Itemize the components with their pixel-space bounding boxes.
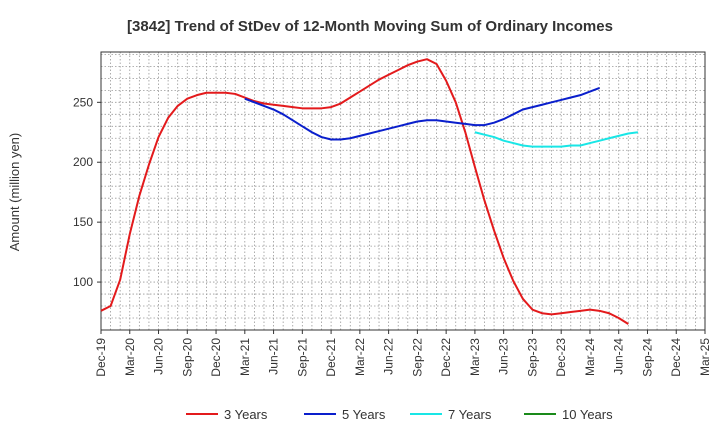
- y-tick-label: 100: [73, 275, 93, 289]
- x-tick-label: Dec-20: [209, 338, 223, 377]
- x-tick-label: Dec-21: [324, 338, 338, 377]
- legend-label: 5 Years: [342, 407, 386, 422]
- grid: [101, 52, 705, 331]
- x-tick-label: Jun-21: [267, 338, 281, 375]
- series-line-2: [244, 87, 600, 141]
- x-tick-label: Jun-22: [382, 338, 396, 375]
- y-tick-label: 250: [73, 95, 93, 109]
- y-axis-label: Amount (million yen): [7, 133, 22, 252]
- x-tick-label: Sep-21: [295, 338, 309, 377]
- x-tick-label: Sep-23: [525, 338, 539, 377]
- y-tick-label: 150: [73, 215, 93, 229]
- legend-label: 3 Years: [224, 407, 268, 422]
- legend: 3 Years 5 Years 7 Years 10 Years: [186, 407, 613, 422]
- series-line-1: [100, 58, 629, 325]
- x-tick-label: Dec-24: [669, 338, 683, 377]
- x-tick-label: Sep-24: [640, 338, 654, 377]
- x-tick-label: Dec-23: [554, 338, 568, 377]
- x-tick-label: Sep-20: [180, 338, 194, 377]
- plot-frame: [100, 51, 706, 331]
- x-tick-label: Jun-23: [497, 338, 511, 375]
- x-axis-ticks: Dec-19 Mar-20 Jun-20 Sep-20 Dec-20 Mar-21 Jun-…: [94, 330, 712, 377]
- legend-label: 10 Years: [562, 407, 613, 422]
- x-tick-label: Mar-20: [123, 338, 137, 376]
- x-tick-label: Dec-22: [439, 338, 453, 377]
- x-tick-label: Mar-23: [468, 338, 482, 376]
- legend-label: 7 Years: [448, 407, 492, 422]
- chart-title: [3842] Trend of StDev of 12-Month Moving…: [127, 18, 613, 35]
- x-tick-label: Mar-24: [583, 338, 597, 376]
- x-tick-label: Mar-22: [353, 338, 367, 376]
- y-axis-ticks: 100 150 200 250: [73, 95, 101, 289]
- y-tick-label: 200: [73, 155, 93, 169]
- series-lines: [100, 58, 639, 325]
- x-tick-label: Dec-19: [94, 338, 108, 377]
- x-tick-label: Mar-21: [238, 338, 252, 376]
- x-tick-label: Jun-24: [612, 338, 626, 375]
- x-tick-label: Sep-22: [410, 338, 424, 377]
- x-tick-label: Mar-25: [698, 338, 712, 376]
- series-line-3: [474, 131, 639, 148]
- x-tick-label: Jun-20: [152, 338, 166, 375]
